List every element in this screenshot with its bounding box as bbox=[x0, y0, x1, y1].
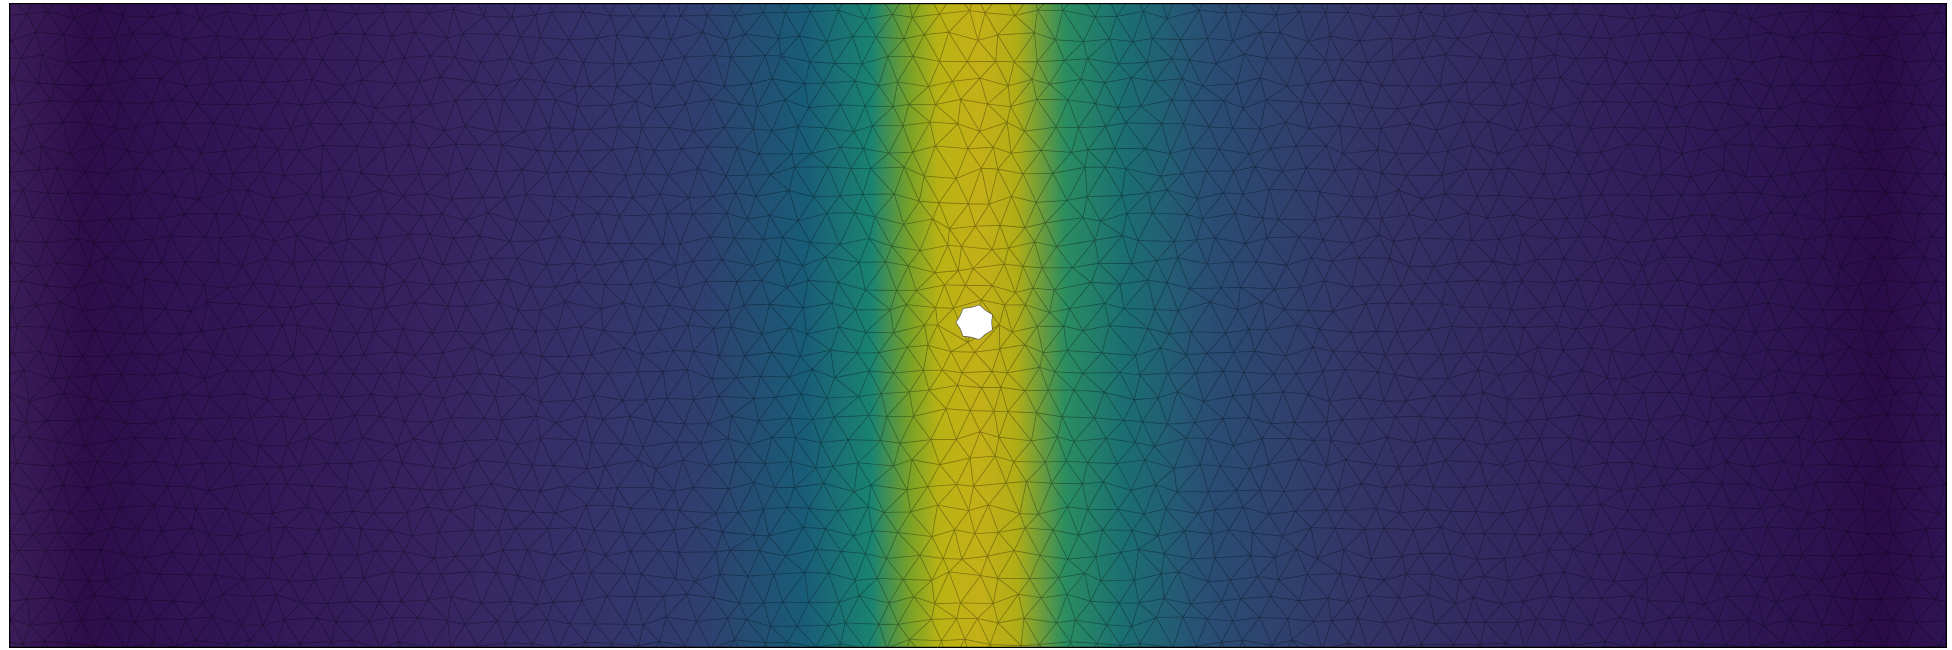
triangular-mesh-field bbox=[9, 3, 1947, 648]
plot-border bbox=[9, 3, 1947, 648]
central-hole bbox=[955, 304, 993, 340]
mesh-plot bbox=[9, 3, 1947, 648]
mesh-edges bbox=[9, 3, 1947, 648]
mesh-edge-lines bbox=[9, 3, 1947, 648]
